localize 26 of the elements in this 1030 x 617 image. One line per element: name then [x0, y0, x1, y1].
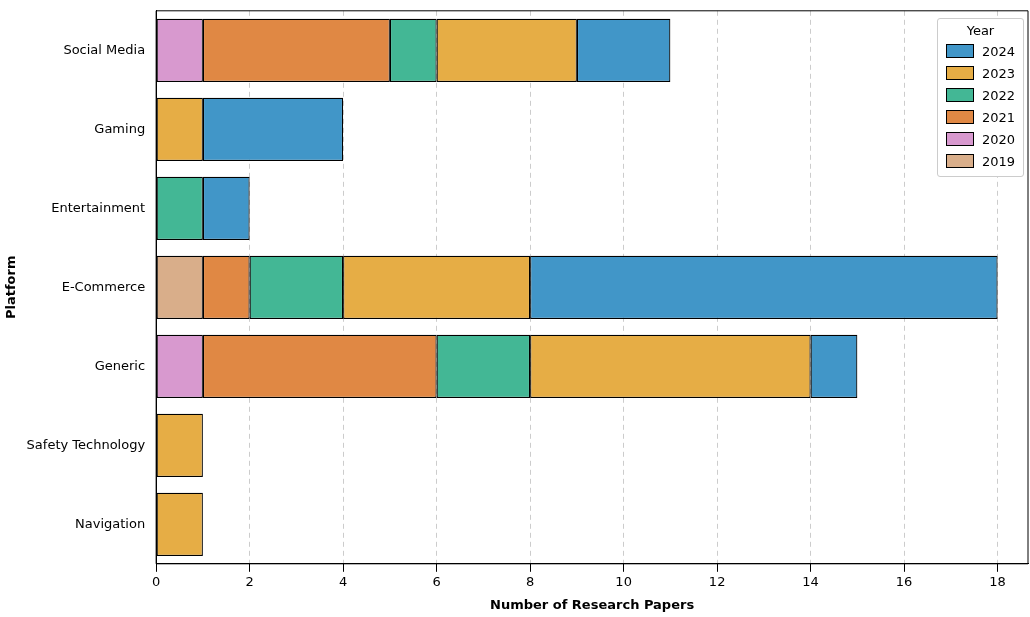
x-tick-label: 2 — [245, 573, 254, 589]
legend-title: Year — [965, 23, 996, 38]
x-tick-label: 18 — [989, 573, 1006, 589]
legend-label: 2020 — [981, 131, 1015, 147]
y-axis-title: Platform — [3, 255, 19, 320]
y-tick-label: Generic — [94, 357, 146, 373]
legend-label: 2021 — [981, 109, 1015, 125]
x-tick-label: 4 — [338, 573, 348, 589]
x-axis-title: Number of Research Papers — [490, 596, 695, 612]
x-tick-label: 12 — [708, 573, 726, 589]
legend-label: 2024 — [981, 43, 1015, 59]
x-tick-label: 8 — [525, 573, 535, 589]
y-tick-label: Navigation — [75, 515, 146, 531]
y-tick-label: Gaming — [94, 120, 146, 136]
x-tick-label: 6 — [432, 573, 441, 589]
y-tick-label: Social Media — [63, 41, 146, 57]
x-tick-label: 16 — [895, 573, 913, 589]
legend-label: 2023 — [981, 65, 1015, 81]
y-tick-label: E-Commerce — [61, 278, 146, 294]
x-tick-label: 0 — [152, 573, 161, 589]
legend-label: 2022 — [981, 87, 1015, 103]
y-tick-label: Safety Technology — [26, 436, 146, 452]
x-tick-label: 14 — [802, 573, 819, 589]
legend-label: 2019 — [981, 153, 1015, 169]
x-tick-label: 10 — [615, 573, 632, 589]
y-tick-label: Entertainment — [51, 199, 146, 215]
